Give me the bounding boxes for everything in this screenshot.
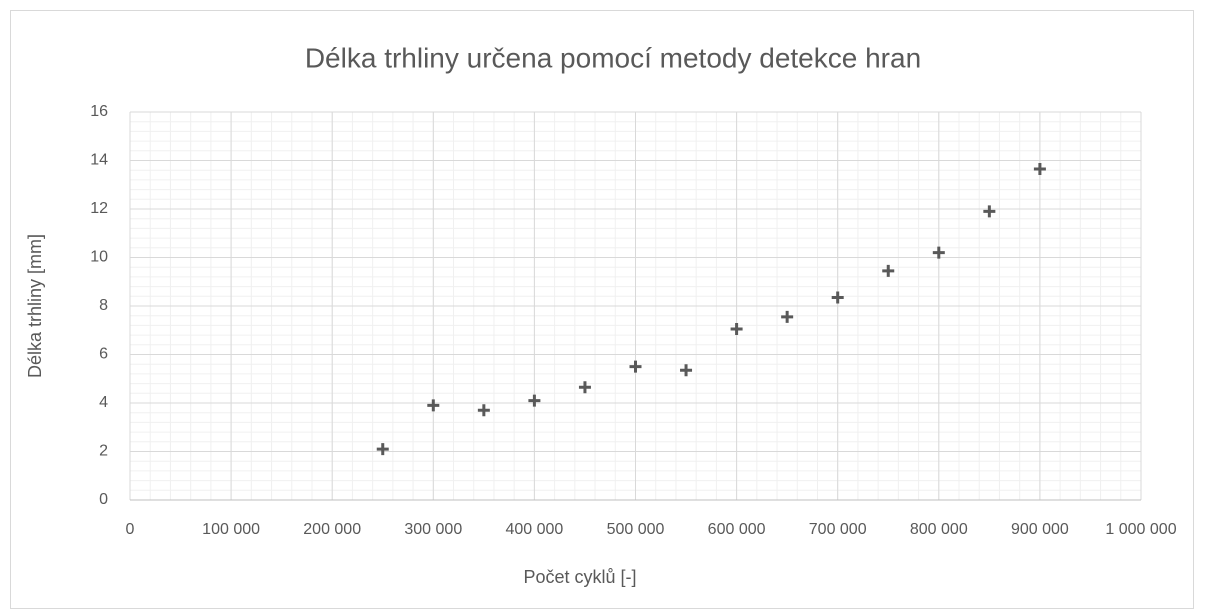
point-marker (528, 394, 541, 407)
point (376, 443, 389, 456)
x-tick-label: 900 000 (1011, 521, 1069, 538)
y-tick-label: 6 (99, 346, 108, 363)
point (477, 404, 490, 417)
y-tick-label: 8 (99, 297, 108, 314)
point (680, 364, 693, 377)
x-tick-label: 400 000 (505, 521, 563, 538)
x-tick-label: 0 (126, 521, 135, 538)
point (427, 399, 440, 412)
point (528, 394, 541, 407)
point-marker (932, 246, 945, 259)
y-axis-label: Délka trhliny [mm] (25, 234, 45, 378)
point (578, 381, 591, 394)
point-marker (730, 323, 743, 336)
y-tick-label: 12 (90, 200, 108, 217)
x-tick-label: 200 000 (303, 521, 361, 538)
x-tick-label: 800 000 (910, 521, 968, 538)
point (882, 264, 895, 277)
x-tick-label: 100 000 (202, 521, 260, 538)
point-marker (629, 360, 642, 373)
x-axis-label: Počet cyklů [-] (523, 567, 636, 587)
point (983, 205, 996, 218)
point-marker (983, 205, 996, 218)
point-marker (376, 443, 389, 456)
y-tick-label: 0 (99, 491, 108, 508)
point (1033, 162, 1046, 175)
point-marker (1033, 162, 1046, 175)
chart-border (10, 10, 1194, 609)
x-tick-label: 600 000 (708, 521, 766, 538)
y-tick-label: 2 (99, 443, 108, 460)
point (781, 310, 794, 323)
point-marker (781, 310, 794, 323)
point-marker (477, 404, 490, 417)
point-marker (427, 399, 440, 412)
point (831, 291, 844, 304)
point-marker (831, 291, 844, 304)
point-marker (882, 264, 895, 277)
x-tick-label: 300 000 (404, 521, 462, 538)
y-tick-label: 16 (90, 103, 108, 120)
point (629, 360, 642, 373)
y-tick-label: 4 (99, 394, 108, 411)
point (730, 323, 743, 336)
x-tick-label: 1 000 000 (1105, 521, 1176, 538)
y-tick-label: 14 (90, 152, 108, 169)
chart-title: Délka trhliny určena pomocí metody detek… (305, 42, 921, 73)
point (932, 246, 945, 259)
x-tick-label: 500 000 (607, 521, 665, 538)
point-marker (578, 381, 591, 394)
x-tick-label: 700 000 (809, 521, 867, 538)
point-marker (680, 364, 693, 377)
y-tick-label: 10 (90, 249, 108, 266)
